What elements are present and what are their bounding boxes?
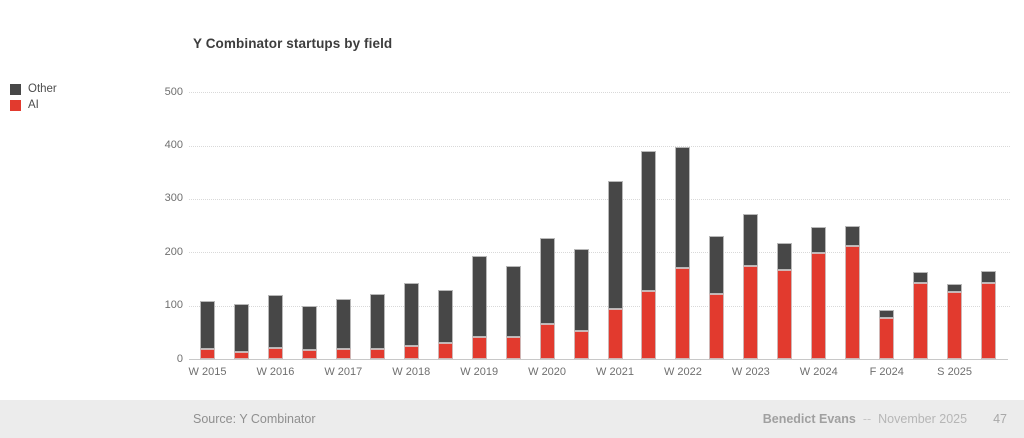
x-tick-label-w-2024: W 2024 [799, 366, 838, 378]
bar-13-ai-segment [641, 290, 657, 359]
x-tick-label-w-2016: W 2016 [256, 366, 295, 378]
bar-0-ai-segment [200, 349, 215, 359]
footer-separator: -- [862, 412, 872, 426]
y-tick-label-100: 100 [164, 299, 183, 312]
bar-9-ai-segment [505, 336, 521, 359]
bar-0-other-segment [200, 300, 215, 350]
bar-19-ai-segment [845, 245, 861, 359]
bar-10-ai-segment [539, 324, 555, 359]
gridline-500 [189, 92, 1010, 94]
x-tick-label-w-2023: W 2023 [731, 366, 770, 378]
source-label: Source: Y Combinator [193, 412, 316, 426]
bar-17-ai-segment [777, 270, 793, 359]
bar-22-other-segment [947, 284, 963, 292]
x-tick-label-w-2017: W 2017 [324, 366, 363, 378]
footer-page-number: 47 [993, 412, 1007, 426]
bar-6-ai-segment [403, 345, 419, 359]
bar-11-other-segment [573, 248, 589, 331]
bar-14-ai-segment [675, 268, 691, 359]
gridline-200 [189, 252, 1010, 254]
bar-11-ai-segment [573, 330, 589, 359]
bar-8-ai-segment [471, 337, 487, 359]
y-tick-label-0: 0 [176, 352, 183, 365]
x-tick-label-w-2015: W 2015 [188, 366, 227, 378]
bar-3-ai-segment [301, 350, 317, 359]
bar-1-other-segment [233, 304, 249, 352]
bar-22-ai-segment [947, 291, 963, 359]
y-tick-label-300: 300 [164, 192, 183, 205]
chart-legend: Other AI [10, 83, 57, 116]
bar-20-ai-segment [879, 317, 895, 359]
bar-18-ai-segment [811, 253, 827, 359]
bar-4-ai-segment [335, 348, 351, 359]
x-tick-label-w-2022: W 2022 [663, 366, 702, 378]
bar-2-other-segment [267, 294, 283, 349]
footer-author: Benedict Evans [762, 412, 856, 426]
bar-19-other-segment [845, 225, 861, 246]
gridline-300 [189, 198, 1010, 200]
bar-15-ai-segment [709, 293, 725, 359]
legend-label-ai: AI [28, 99, 39, 111]
bar-3-other-segment [301, 305, 317, 351]
legend-swatch-ai [10, 100, 21, 111]
bar-20-other-segment [879, 310, 895, 318]
bar-8-other-segment [471, 255, 487, 338]
bar-5-other-segment [369, 293, 385, 349]
bar-5-ai-segment [369, 348, 385, 359]
bar-13-other-segment [641, 151, 657, 291]
bar-1-ai-segment [233, 351, 249, 359]
gridline-100 [189, 305, 1010, 307]
bar-16-other-segment [743, 213, 759, 267]
bar-10-other-segment [539, 237, 555, 325]
bar-4-other-segment [335, 298, 351, 349]
footer-credits: Benedict Evans -- November 2025 47 [763, 412, 1007, 426]
legend-item-ai: AI [10, 99, 57, 111]
x-tick-label-s-2025: S 2025 [937, 366, 973, 378]
bar-16-ai-segment [743, 266, 759, 359]
bar-21-other-segment [913, 272, 929, 284]
bar-9-other-segment [505, 265, 521, 337]
bar-21-ai-segment [913, 283, 929, 359]
bar-14-other-segment [675, 146, 691, 269]
x-tick-label-w-2020: W 2020 [528, 366, 567, 378]
bar-12-other-segment [607, 181, 623, 309]
gridline-400 [189, 145, 1010, 147]
legend-swatch-other [10, 84, 21, 95]
bar-2-ai-segment [267, 348, 283, 359]
y-tick-label-400: 400 [164, 139, 183, 152]
bar-6-other-segment [403, 282, 419, 346]
bar-18-other-segment [811, 226, 827, 254]
chart-title: Y Combinator startups by field [193, 36, 393, 51]
x-tick-label-w-2019: W 2019 [460, 366, 499, 378]
footer-bar: Source: Y Combinator Benedict Evans -- Nov… [0, 400, 1024, 438]
x-axis-line [189, 358, 1008, 360]
x-tick-label-w-2018: W 2018 [392, 366, 431, 378]
y-tick-label-200: 200 [164, 245, 183, 258]
bar-17-other-segment [777, 242, 793, 271]
bar-7-ai-segment [437, 342, 453, 359]
bar-12-ai-segment [607, 308, 623, 359]
bar-15-other-segment [709, 235, 725, 294]
x-tick-label-f-2024: F 2024 [869, 366, 904, 378]
legend-item-other: Other [10, 83, 57, 95]
footer-date: November 2025 [878, 412, 968, 426]
bar-7-other-segment [437, 289, 453, 343]
legend-label-other: Other [28, 83, 57, 95]
x-tick-label-w-2021: W 2021 [596, 366, 634, 378]
bar-23-ai-segment [981, 282, 997, 359]
bar-23-other-segment [981, 271, 997, 283]
y-tick-label-500: 500 [164, 85, 183, 98]
